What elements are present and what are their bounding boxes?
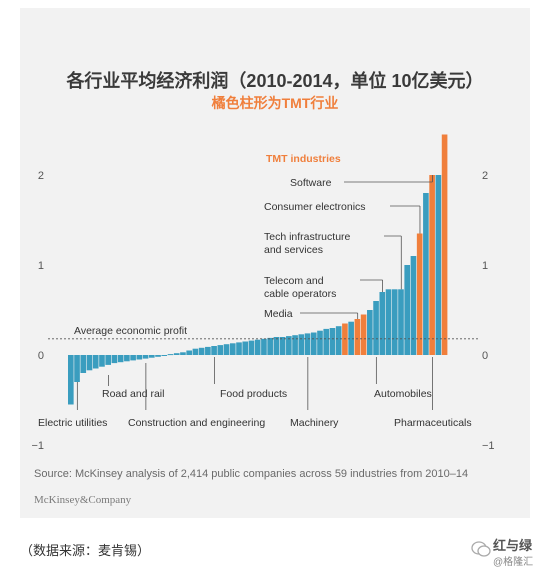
bar xyxy=(74,355,80,382)
bar xyxy=(180,352,186,355)
category-label: Road and rail xyxy=(102,388,164,400)
bar xyxy=(342,323,348,355)
category-label: Construction and engineering xyxy=(128,417,265,429)
bar xyxy=(223,344,230,355)
data-source-note: （数据来源：麦肯锡） xyxy=(20,543,151,558)
bar xyxy=(92,355,99,369)
annotation-label: Telecom and cable operators xyxy=(264,275,336,300)
bar xyxy=(192,348,199,355)
bar xyxy=(130,355,136,361)
bar xyxy=(416,233,423,355)
annotation-label: Media xyxy=(264,308,293,320)
category-label: Machinery xyxy=(290,417,339,429)
bar xyxy=(136,355,143,360)
bar xyxy=(161,355,168,356)
bar xyxy=(373,301,379,355)
bar xyxy=(292,335,298,355)
y-tick-label-left: 0 xyxy=(38,350,44,362)
wechat-icon xyxy=(471,541,491,557)
average-profit-label: Average economic profit xyxy=(74,325,187,337)
bar xyxy=(267,337,273,355)
bar xyxy=(304,333,311,355)
bar-chart: 2 2 1 1 0 0 −1 −1 Average economic profit TMT ind… xyxy=(31,134,495,452)
bar xyxy=(435,175,442,355)
brand-logo: McKinsey&Company xyxy=(34,494,132,506)
bar xyxy=(148,355,155,358)
bar xyxy=(385,289,392,355)
y-tick-label-right: 0 xyxy=(482,350,488,362)
bar xyxy=(105,355,112,365)
bar xyxy=(423,193,429,355)
category-label: Food products xyxy=(220,388,287,400)
bar xyxy=(99,355,105,367)
bar xyxy=(248,340,255,355)
bar xyxy=(360,314,367,355)
y-tick-label-left: 1 xyxy=(38,260,44,272)
bar xyxy=(429,175,435,355)
bar xyxy=(367,310,373,355)
chart-subtitle: 橘色柱形为TMT行业 xyxy=(211,95,339,111)
watermark-name: 红与绿 xyxy=(493,538,533,553)
bar xyxy=(111,355,118,364)
bar xyxy=(286,336,292,355)
y-tick-label-right: 1 xyxy=(482,260,488,272)
category-label: Electric utilities xyxy=(38,417,107,429)
bar xyxy=(217,345,224,355)
bar xyxy=(261,338,267,355)
bar xyxy=(211,346,217,355)
bar xyxy=(80,355,87,373)
bar xyxy=(205,346,211,355)
bar xyxy=(236,342,242,355)
bar xyxy=(404,265,411,355)
bar xyxy=(379,292,386,355)
bar xyxy=(329,328,336,355)
bar xyxy=(279,337,286,355)
bar xyxy=(155,355,161,357)
bar xyxy=(410,256,417,355)
bar xyxy=(198,347,205,355)
bar xyxy=(124,355,130,362)
annotation-label: Software xyxy=(290,177,332,189)
bar xyxy=(310,332,317,355)
bar xyxy=(186,350,192,355)
bar xyxy=(254,339,261,355)
y-tick-label-left: −1 xyxy=(31,440,44,452)
bar xyxy=(348,321,354,355)
bar xyxy=(391,289,398,355)
bar xyxy=(273,337,280,355)
annotation-label: Tech infrastructure and services xyxy=(264,231,351,256)
bar xyxy=(398,289,404,355)
bar xyxy=(323,328,330,355)
bar xyxy=(441,134,448,355)
y-tick-label-right: 2 xyxy=(482,170,488,182)
bar xyxy=(335,326,342,355)
category-label: Pharmaceuticals xyxy=(394,417,472,429)
category-label: Automobiles xyxy=(374,388,432,400)
bar xyxy=(173,353,180,355)
bar xyxy=(86,355,93,371)
y-tick-label-right: −1 xyxy=(482,440,495,452)
legend-tmt-industries: TMT industries xyxy=(266,153,341,165)
bar xyxy=(68,355,74,405)
annotation-label: Consumer electronics xyxy=(264,201,366,213)
bar xyxy=(142,355,149,359)
chart-panel: 各行业平均经济利润（2010-2014，单位 10亿美元） 橘色柱形为TMT行业… xyxy=(20,8,530,518)
watermark-handle: @格隆汇 xyxy=(493,557,534,568)
bar xyxy=(167,354,174,356)
y-tick-label-left: 2 xyxy=(38,170,44,182)
bar xyxy=(298,334,305,355)
bar xyxy=(117,355,124,363)
bar xyxy=(317,330,323,355)
bar xyxy=(354,319,361,355)
source-note: Source: McKinsey analysis of 2,414 publi… xyxy=(34,468,469,480)
bar xyxy=(229,343,236,355)
chart-title: 各行业平均经济利润（2010-2014，单位 10亿美元） xyxy=(66,71,484,91)
bar xyxy=(242,341,249,355)
